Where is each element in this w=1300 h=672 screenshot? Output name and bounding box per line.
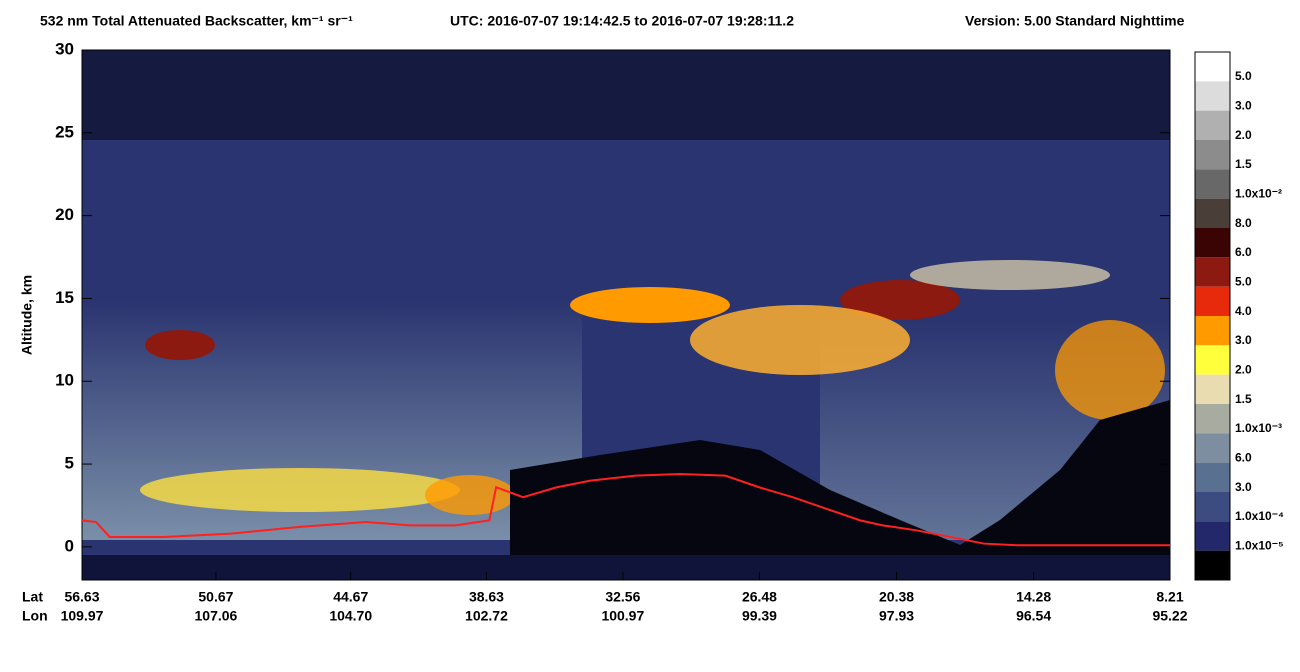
lat-tick-label: 32.56 (605, 589, 640, 605)
y-tick-label: 10 (55, 371, 74, 390)
lon-tick-label: 99.39 (742, 608, 777, 624)
colorbar-label: 5.0 (1235, 274, 1252, 288)
colorbar-swatch (1195, 140, 1230, 170)
colorbar-label: 1.5 (1235, 392, 1252, 406)
lat-label: Lat (22, 589, 43, 605)
lat-tick-label: 14.28 (1016, 589, 1051, 605)
colorbar-swatch (1195, 52, 1230, 82)
colorbar-label: 6.0 (1235, 245, 1252, 259)
colorbar-swatch (1195, 345, 1230, 375)
y-axis-label: Altitude, km (19, 275, 35, 355)
colorbar-swatch (1195, 81, 1230, 111)
colorbar-label: 8.0 (1235, 216, 1252, 230)
colorbar-label: 1.0x10⁻⁵ (1235, 538, 1284, 552)
colorbar-label: 3.0 (1235, 480, 1252, 494)
lat-tick-label: 44.67 (333, 589, 368, 605)
colorbar-label: 2.0 (1235, 362, 1252, 376)
colorbar-swatch (1195, 521, 1230, 551)
lon-tick-label: 107.06 (195, 608, 238, 624)
lat-tick-label: 50.67 (198, 589, 233, 605)
y-tick-label: 20 (55, 205, 74, 224)
chart-title: 532 nm Total Attenuated Backscatter, km⁻… (40, 13, 353, 29)
colorbar-swatch (1195, 316, 1230, 346)
surface-line (82, 472, 1170, 547)
lon-tick-label: 95.22 (1152, 608, 1187, 624)
colorbar-frame (1194, 51, 1231, 581)
colorbar-label: 3.0 (1235, 98, 1252, 112)
colorbar-label: 6.0 (1235, 450, 1252, 464)
surface-group (82, 472, 1170, 547)
colorbar-swatch (1195, 286, 1230, 316)
version: Version: 5.00 Standard Nighttime (965, 13, 1185, 29)
lat-tick-label: 20.38 (879, 589, 914, 605)
colorbar-label: 1.0x10⁻⁴ (1235, 509, 1284, 523)
lon-label: Lon (22, 608, 48, 624)
colorbar-label: 2.0 (1235, 128, 1252, 142)
colorbar-label: 1.0x10⁻³ (1235, 421, 1282, 435)
lon-tick-label: 109.97 (61, 608, 104, 624)
lon-tick-label: 102.72 (465, 608, 508, 624)
lat-tick-label: 8.21 (1156, 589, 1183, 605)
colorbar-swatch (1195, 169, 1230, 199)
colorbar-label: 4.0 (1235, 304, 1252, 318)
y-tick-label: 0 (65, 536, 74, 555)
colorbar-label: 3.0 (1235, 333, 1252, 347)
colorbar-swatch (1195, 433, 1230, 463)
colorbar-label: 1.5 (1235, 157, 1252, 171)
colorbar-swatch (1195, 404, 1230, 434)
lon-tick-label: 97.93 (879, 608, 914, 624)
colorbar-swatch (1195, 198, 1230, 228)
y-tick-label: 30 (55, 39, 74, 58)
colorbar-swatch (1195, 228, 1230, 258)
colorbar-swatch (1195, 110, 1230, 140)
y-tick-label: 25 (55, 122, 74, 141)
colorbar-swatch (1195, 492, 1230, 522)
colorbar-swatch (1195, 550, 1230, 580)
lon-tick-label: 100.97 (601, 608, 644, 624)
lat-tick-label: 26.48 (742, 589, 777, 605)
colorbar-swatch (1195, 257, 1230, 287)
lon-tick-label: 104.70 (329, 608, 372, 624)
plot-frame (81, 49, 1171, 581)
y-tick-label: 5 (65, 454, 74, 473)
colorbar-swatch (1195, 374, 1230, 404)
lat-tick-label: 38.63 (469, 589, 504, 605)
lat-tick-label: 56.63 (64, 589, 99, 605)
backscatter-image (82, 50, 1170, 580)
colorbar-swatch (1195, 462, 1230, 492)
lon-tick-label: 96.54 (1016, 608, 1051, 624)
colorbar-label: 1.0x10⁻² (1235, 186, 1282, 200)
y-tick-label: 15 (55, 288, 74, 307)
subtitle: UTC: 2016-07-07 19:14:42.5 to 2016-07-07… (450, 13, 794, 29)
colorbar-label: 5.0 (1235, 69, 1252, 83)
